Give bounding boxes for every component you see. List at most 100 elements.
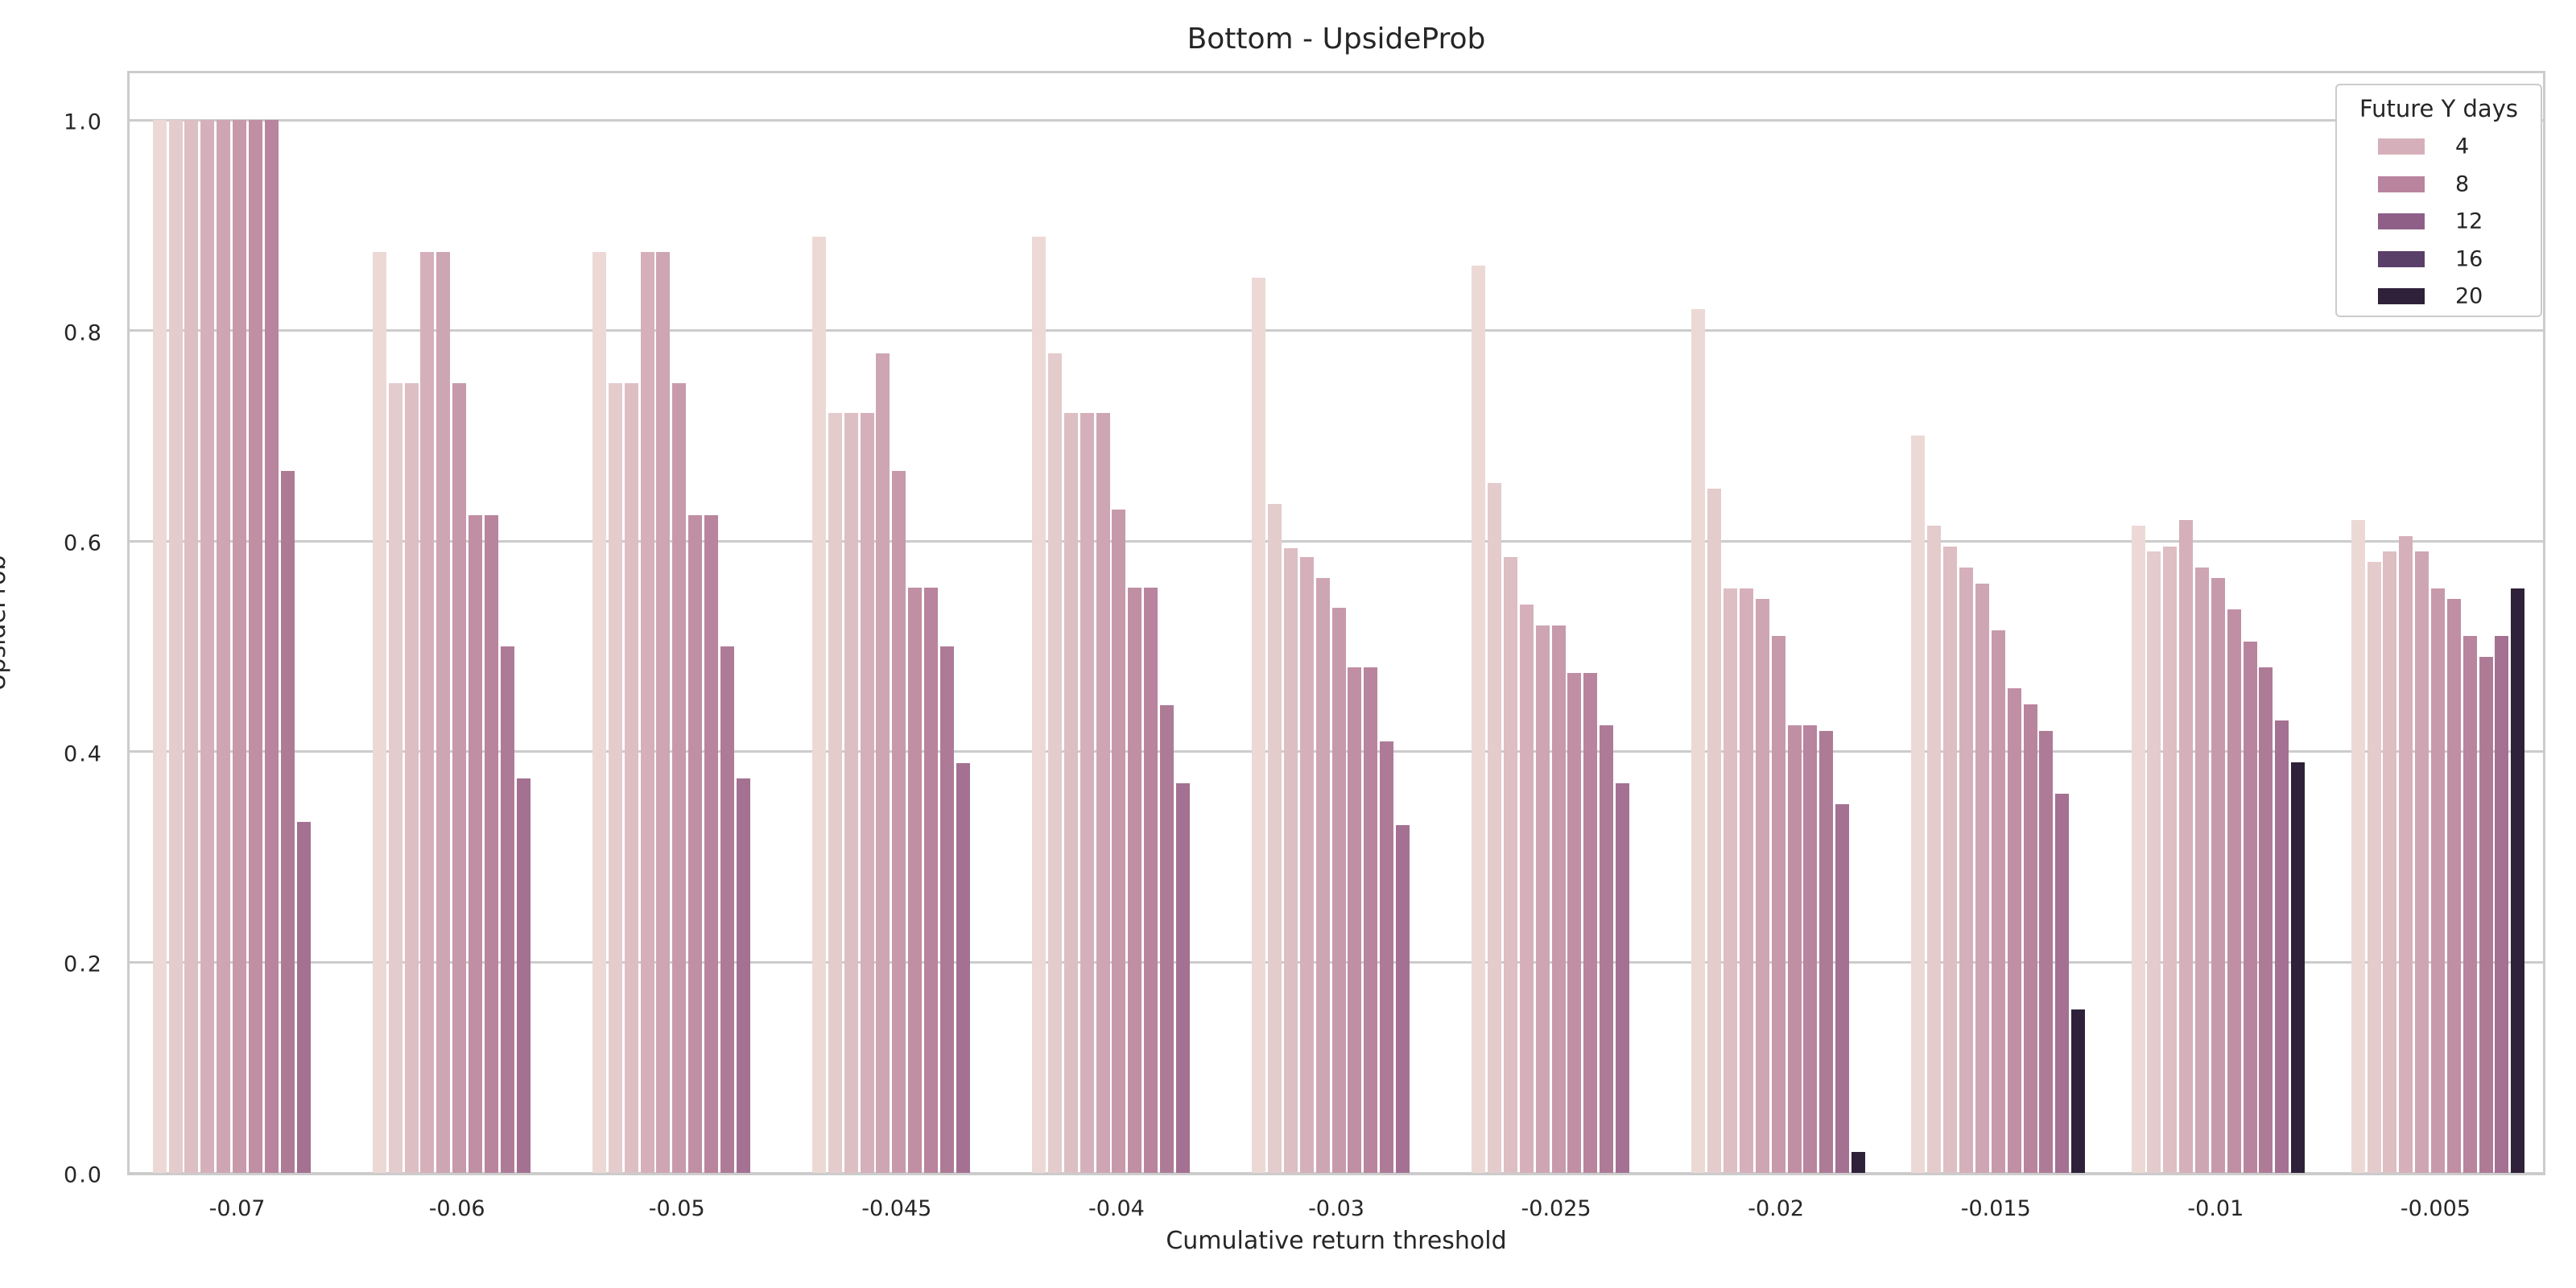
gridline bbox=[130, 1171, 2543, 1174]
bar-day2-cat-0.025 bbox=[1488, 483, 1502, 1173]
bar-day20-cat-0.02 bbox=[1852, 1151, 1866, 1173]
bar-day4-cat-0.04 bbox=[1080, 412, 1094, 1173]
bar-day7-cat-0.04 bbox=[1128, 587, 1142, 1173]
bar-day3-cat-0.045 bbox=[844, 412, 858, 1173]
bar-day1-cat-0.04 bbox=[1032, 237, 1046, 1173]
bar-day2-cat-0.02 bbox=[1707, 488, 1722, 1173]
bar-day8-cat-0.045 bbox=[924, 587, 939, 1173]
bar-day7-cat-0.045 bbox=[908, 587, 923, 1173]
bar-day10-cat-0.04 bbox=[1175, 783, 1190, 1173]
bar-day5-cat-0.01 bbox=[2195, 567, 2210, 1173]
bar-day20-cat-0.015 bbox=[2071, 1009, 2086, 1173]
bar-day9-cat-0.01 bbox=[2259, 667, 2273, 1173]
bar-day6-cat-0.045 bbox=[892, 470, 906, 1173]
bar-day1-cat-0.025 bbox=[1472, 265, 1486, 1173]
bar-day9-cat-0.03 bbox=[1380, 741, 1394, 1173]
bar-day6-cat-0.015 bbox=[1991, 630, 2005, 1173]
legend-swatch-4 bbox=[2378, 138, 2425, 155]
x-tick-label: -0.025 bbox=[1521, 1196, 1591, 1221]
bar-day3-cat-0.04 bbox=[1063, 412, 1078, 1173]
bar-day2-cat-0.015 bbox=[1927, 525, 1942, 1173]
bar-day4-cat-0.07 bbox=[200, 120, 215, 1173]
bar-day2-cat-0.03 bbox=[1268, 504, 1282, 1173]
bar-day10-cat-0.01 bbox=[2275, 720, 2289, 1173]
bar-day10-cat-0.06 bbox=[516, 778, 530, 1173]
legend-title: Future Y days bbox=[2359, 95, 2518, 122]
bar-day8-cat-0.03 bbox=[1364, 667, 1378, 1173]
bar-day2-cat-0.06 bbox=[388, 383, 402, 1173]
bar-day6-cat-0.02 bbox=[1771, 635, 1785, 1173]
bar-day3-cat-0.03 bbox=[1283, 548, 1298, 1173]
bar-day9-cat-0.07 bbox=[280, 470, 295, 1173]
bar-day8-cat-0.02 bbox=[1803, 725, 1818, 1173]
bar-day9-cat-0.015 bbox=[2039, 730, 2054, 1173]
bar-day8-cat-0.015 bbox=[2023, 704, 2037, 1173]
bar-day6-cat-0.07 bbox=[233, 120, 247, 1173]
legend-swatch-16 bbox=[2378, 250, 2425, 267]
gridline bbox=[130, 118, 2543, 122]
bar-day8-cat-0.005 bbox=[2462, 635, 2477, 1173]
legend-label-16: 16 bbox=[2455, 246, 2483, 271]
legend-label-4: 4 bbox=[2455, 134, 2470, 159]
bar-day9-cat-0.045 bbox=[939, 646, 954, 1173]
bar-day7-cat-0.02 bbox=[1787, 725, 1802, 1173]
bar-day5-cat-0.07 bbox=[217, 120, 231, 1173]
bar-day6-cat-0.025 bbox=[1551, 625, 1566, 1173]
x-tick-label: -0.005 bbox=[2400, 1196, 2471, 1221]
bar-day9-cat-0.04 bbox=[1160, 705, 1174, 1173]
bar-day2-cat-0.04 bbox=[1047, 353, 1062, 1173]
bar-day6-cat-0.05 bbox=[672, 383, 687, 1173]
bar-day10-cat-0.03 bbox=[1395, 825, 1410, 1173]
bar-day7-cat-0.015 bbox=[2007, 688, 2021, 1173]
bar-day3-cat-0.015 bbox=[1943, 546, 1958, 1173]
y-tick-label: 0.2 bbox=[64, 952, 103, 977]
bar-day5-cat-0.015 bbox=[1975, 583, 1989, 1173]
bar-day8-cat-0.01 bbox=[2243, 641, 2257, 1173]
bar-day7-cat-0.01 bbox=[2227, 609, 2241, 1173]
bar-day1-cat-0.06 bbox=[372, 251, 386, 1173]
bar-day10-cat-0.045 bbox=[956, 763, 970, 1173]
bar-day10-cat-0.07 bbox=[296, 822, 311, 1173]
bar-day9-cat-0.02 bbox=[1819, 730, 1834, 1173]
bar-day20-cat-0.005 bbox=[2511, 588, 2525, 1173]
x-tick-label: -0.07 bbox=[208, 1196, 266, 1221]
bar-day5-cat-0.005 bbox=[2415, 551, 2429, 1173]
bar-day4-cat-0.005 bbox=[2399, 535, 2413, 1173]
chart-title: Bottom - UpsideProb bbox=[1187, 23, 1486, 56]
bar-day1-cat-0.015 bbox=[1911, 436, 1926, 1173]
bar-day6-cat-0.03 bbox=[1331, 607, 1346, 1173]
bar-day5-cat-0.03 bbox=[1315, 578, 1330, 1173]
y-tick-label: 0.8 bbox=[64, 320, 103, 346]
bar-day3-cat-0.07 bbox=[184, 120, 199, 1173]
bar-day3-cat-0.01 bbox=[2163, 546, 2178, 1173]
bar-day3-cat-0.05 bbox=[624, 383, 638, 1173]
bar-day6-cat-0.04 bbox=[1112, 510, 1126, 1173]
y-tick-label: 1.0 bbox=[64, 109, 103, 135]
bar-day6-cat-0.06 bbox=[452, 383, 467, 1173]
x-tick-label: -0.05 bbox=[648, 1196, 705, 1221]
bar-day3-cat-0.06 bbox=[404, 383, 419, 1173]
bar-day3-cat-0.02 bbox=[1724, 588, 1738, 1173]
x-axis-label: Cumulative return threshold bbox=[1166, 1227, 1507, 1255]
bar-day1-cat-0.01 bbox=[2131, 525, 2145, 1173]
bar-day20-cat-0.01 bbox=[2291, 762, 2306, 1173]
bar-day4-cat-0.01 bbox=[2179, 520, 2194, 1173]
bar-day4-cat-0.06 bbox=[420, 251, 435, 1173]
bar-day8-cat-0.07 bbox=[264, 120, 279, 1173]
bar-day9-cat-0.05 bbox=[720, 646, 734, 1173]
bar-day9-cat-0.06 bbox=[500, 646, 514, 1173]
legend-swatch-20 bbox=[2378, 288, 2425, 304]
x-tick-label: -0.02 bbox=[1748, 1196, 1805, 1221]
x-tick-label: -0.015 bbox=[1960, 1196, 2031, 1221]
bar-day7-cat-0.025 bbox=[1567, 672, 1582, 1173]
bar-day8-cat-0.025 bbox=[1583, 672, 1598, 1173]
legend: Future Y days 4 8 12 16 20 bbox=[2335, 84, 2542, 317]
bar-day5-cat-0.04 bbox=[1096, 412, 1110, 1173]
legend-label-8: 8 bbox=[2455, 171, 2470, 196]
bar-day1-cat-0.05 bbox=[592, 251, 606, 1173]
bar-day10-cat-0.005 bbox=[2495, 635, 2509, 1173]
legend-swatch-12 bbox=[2378, 213, 2425, 229]
plot-area bbox=[127, 71, 2545, 1175]
bar-day5-cat-0.02 bbox=[1755, 599, 1769, 1173]
bar-day1-cat-0.005 bbox=[2351, 520, 2365, 1173]
